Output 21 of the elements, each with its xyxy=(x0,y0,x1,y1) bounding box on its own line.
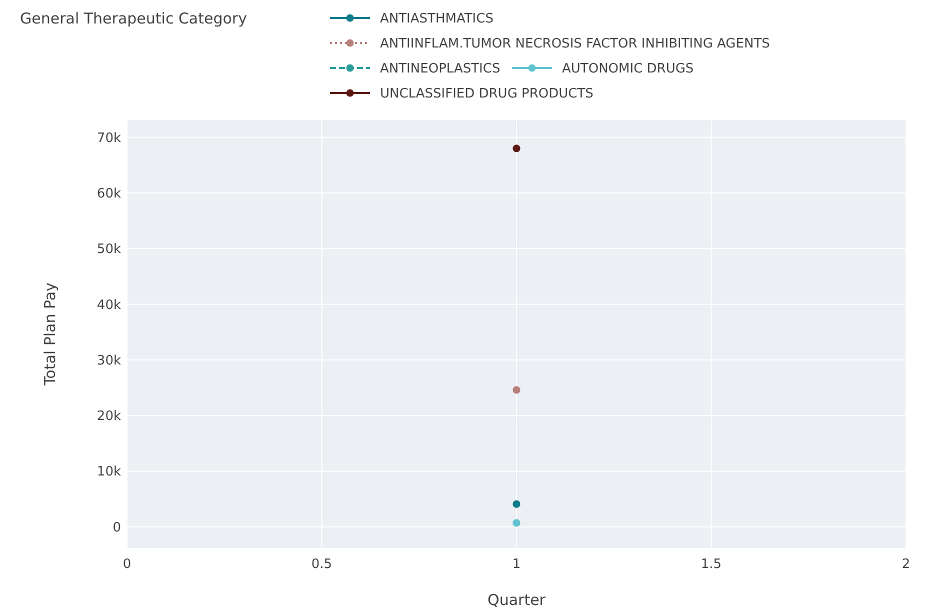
y-tick-label: 70k xyxy=(96,130,122,146)
legend-label: ANTINEOPLASTICS xyxy=(380,62,500,77)
y-tick-label: 60k xyxy=(96,186,122,202)
y-tick-label: 40k xyxy=(96,298,122,313)
y-tick-label: 50k xyxy=(96,242,122,258)
x-tick-label: 2 xyxy=(902,557,910,572)
legend-label: ANTIASTHMATICS xyxy=(380,12,494,27)
x-tick-label: 1.5 xyxy=(700,557,722,572)
legend-label: AUTONOMIC DRUGS xyxy=(562,62,694,77)
legend-label: ANTIINFLAM.TUMOR NECROSIS FACTOR INHIBITING AGENTS xyxy=(380,36,770,52)
y-axis-title: Total Plan Pay xyxy=(41,282,59,386)
x-tick-label: 0.5 xyxy=(311,557,332,572)
y-tick-label: 30k xyxy=(96,353,122,368)
x-tick-label: 0 xyxy=(122,557,132,572)
y-tick-label: 20k xyxy=(96,409,122,424)
legend-title: General Therapeutic Category xyxy=(20,9,248,28)
legend-label: UNCLASSIFIED DRUG PRODUCTS xyxy=(380,86,594,102)
x-axis-title: Quarter xyxy=(488,591,546,609)
x-tick-label: 1 xyxy=(512,557,521,572)
y-tick-label: 0 xyxy=(112,520,121,536)
y-tick-label: 10k xyxy=(96,464,122,480)
